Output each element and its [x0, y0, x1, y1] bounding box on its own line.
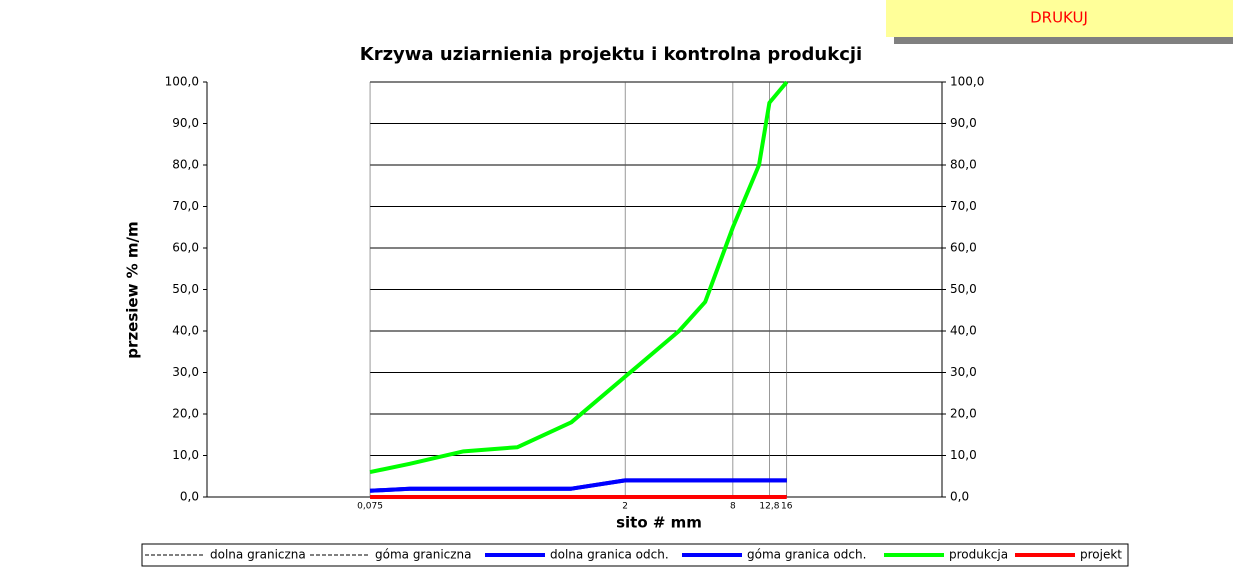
y-tick-label: 20,0 — [172, 407, 199, 421]
y2-tick-label: 70,0 — [950, 199, 977, 213]
y-tick-label: 40,0 — [172, 324, 199, 338]
x-tick-label: 16 — [781, 502, 793, 512]
y-tick-label: 30,0 — [172, 365, 199, 379]
y-tick-label: 100,0 — [165, 75, 199, 89]
y-tick-label: 50,0 — [172, 282, 199, 296]
y2-tick-label: 40,0 — [950, 324, 977, 338]
y-tick-label: 0,0 — [180, 490, 199, 504]
series-line — [369, 478, 787, 493]
y-tick-label: 90,0 — [172, 116, 199, 130]
legend-label: projekt — [1080, 548, 1122, 562]
y2-tick-label: 10,0 — [950, 448, 977, 462]
y2-tick-label: 80,0 — [950, 158, 977, 172]
button-shadow — [894, 37, 1233, 44]
y2-tick-label: 90,0 — [950, 116, 977, 130]
y-tick-label: 10,0 — [172, 448, 199, 462]
y-tick-label: 70,0 — [172, 199, 199, 213]
print-button[interactable] — [886, 0, 1233, 37]
y-tick-label: 60,0 — [172, 241, 199, 255]
legend-box — [141, 543, 1129, 567]
x-tick-label: 8 — [730, 502, 736, 512]
button-label[interactable]: DRUKUJ — [1030, 9, 1088, 27]
y-axis-label: przesiew % m/m — [124, 221, 142, 358]
legend-label: góma granica odch. — [747, 548, 866, 562]
y2-tick-label: 100,0 — [950, 75, 984, 89]
chart-title: Krzywa uziarnienia projektu i kontrolna … — [360, 44, 862, 65]
y2-tick-label: 0,0 — [950, 490, 969, 504]
legend-label: produkcja — [949, 548, 1008, 562]
x-tick-label: 0,075 — [357, 502, 383, 512]
legend-label: góma graniczna — [375, 548, 472, 562]
y2-tick-label: 30,0 — [950, 365, 977, 379]
y2-tick-label: 60,0 — [950, 241, 977, 255]
y-tick-label: 80,0 — [172, 158, 199, 172]
x-axis-label: sito # mm — [616, 514, 702, 532]
legend-label: dolna granica odch. — [550, 548, 669, 562]
series-line — [369, 80, 789, 475]
y2-tick-label: 20,0 — [950, 407, 977, 421]
legend-label: dolna graniczna — [210, 548, 306, 562]
x-tick-label: 2 — [622, 502, 628, 512]
x-tick-label: 12,8 — [759, 502, 779, 512]
y2-tick-label: 50,0 — [950, 282, 977, 296]
